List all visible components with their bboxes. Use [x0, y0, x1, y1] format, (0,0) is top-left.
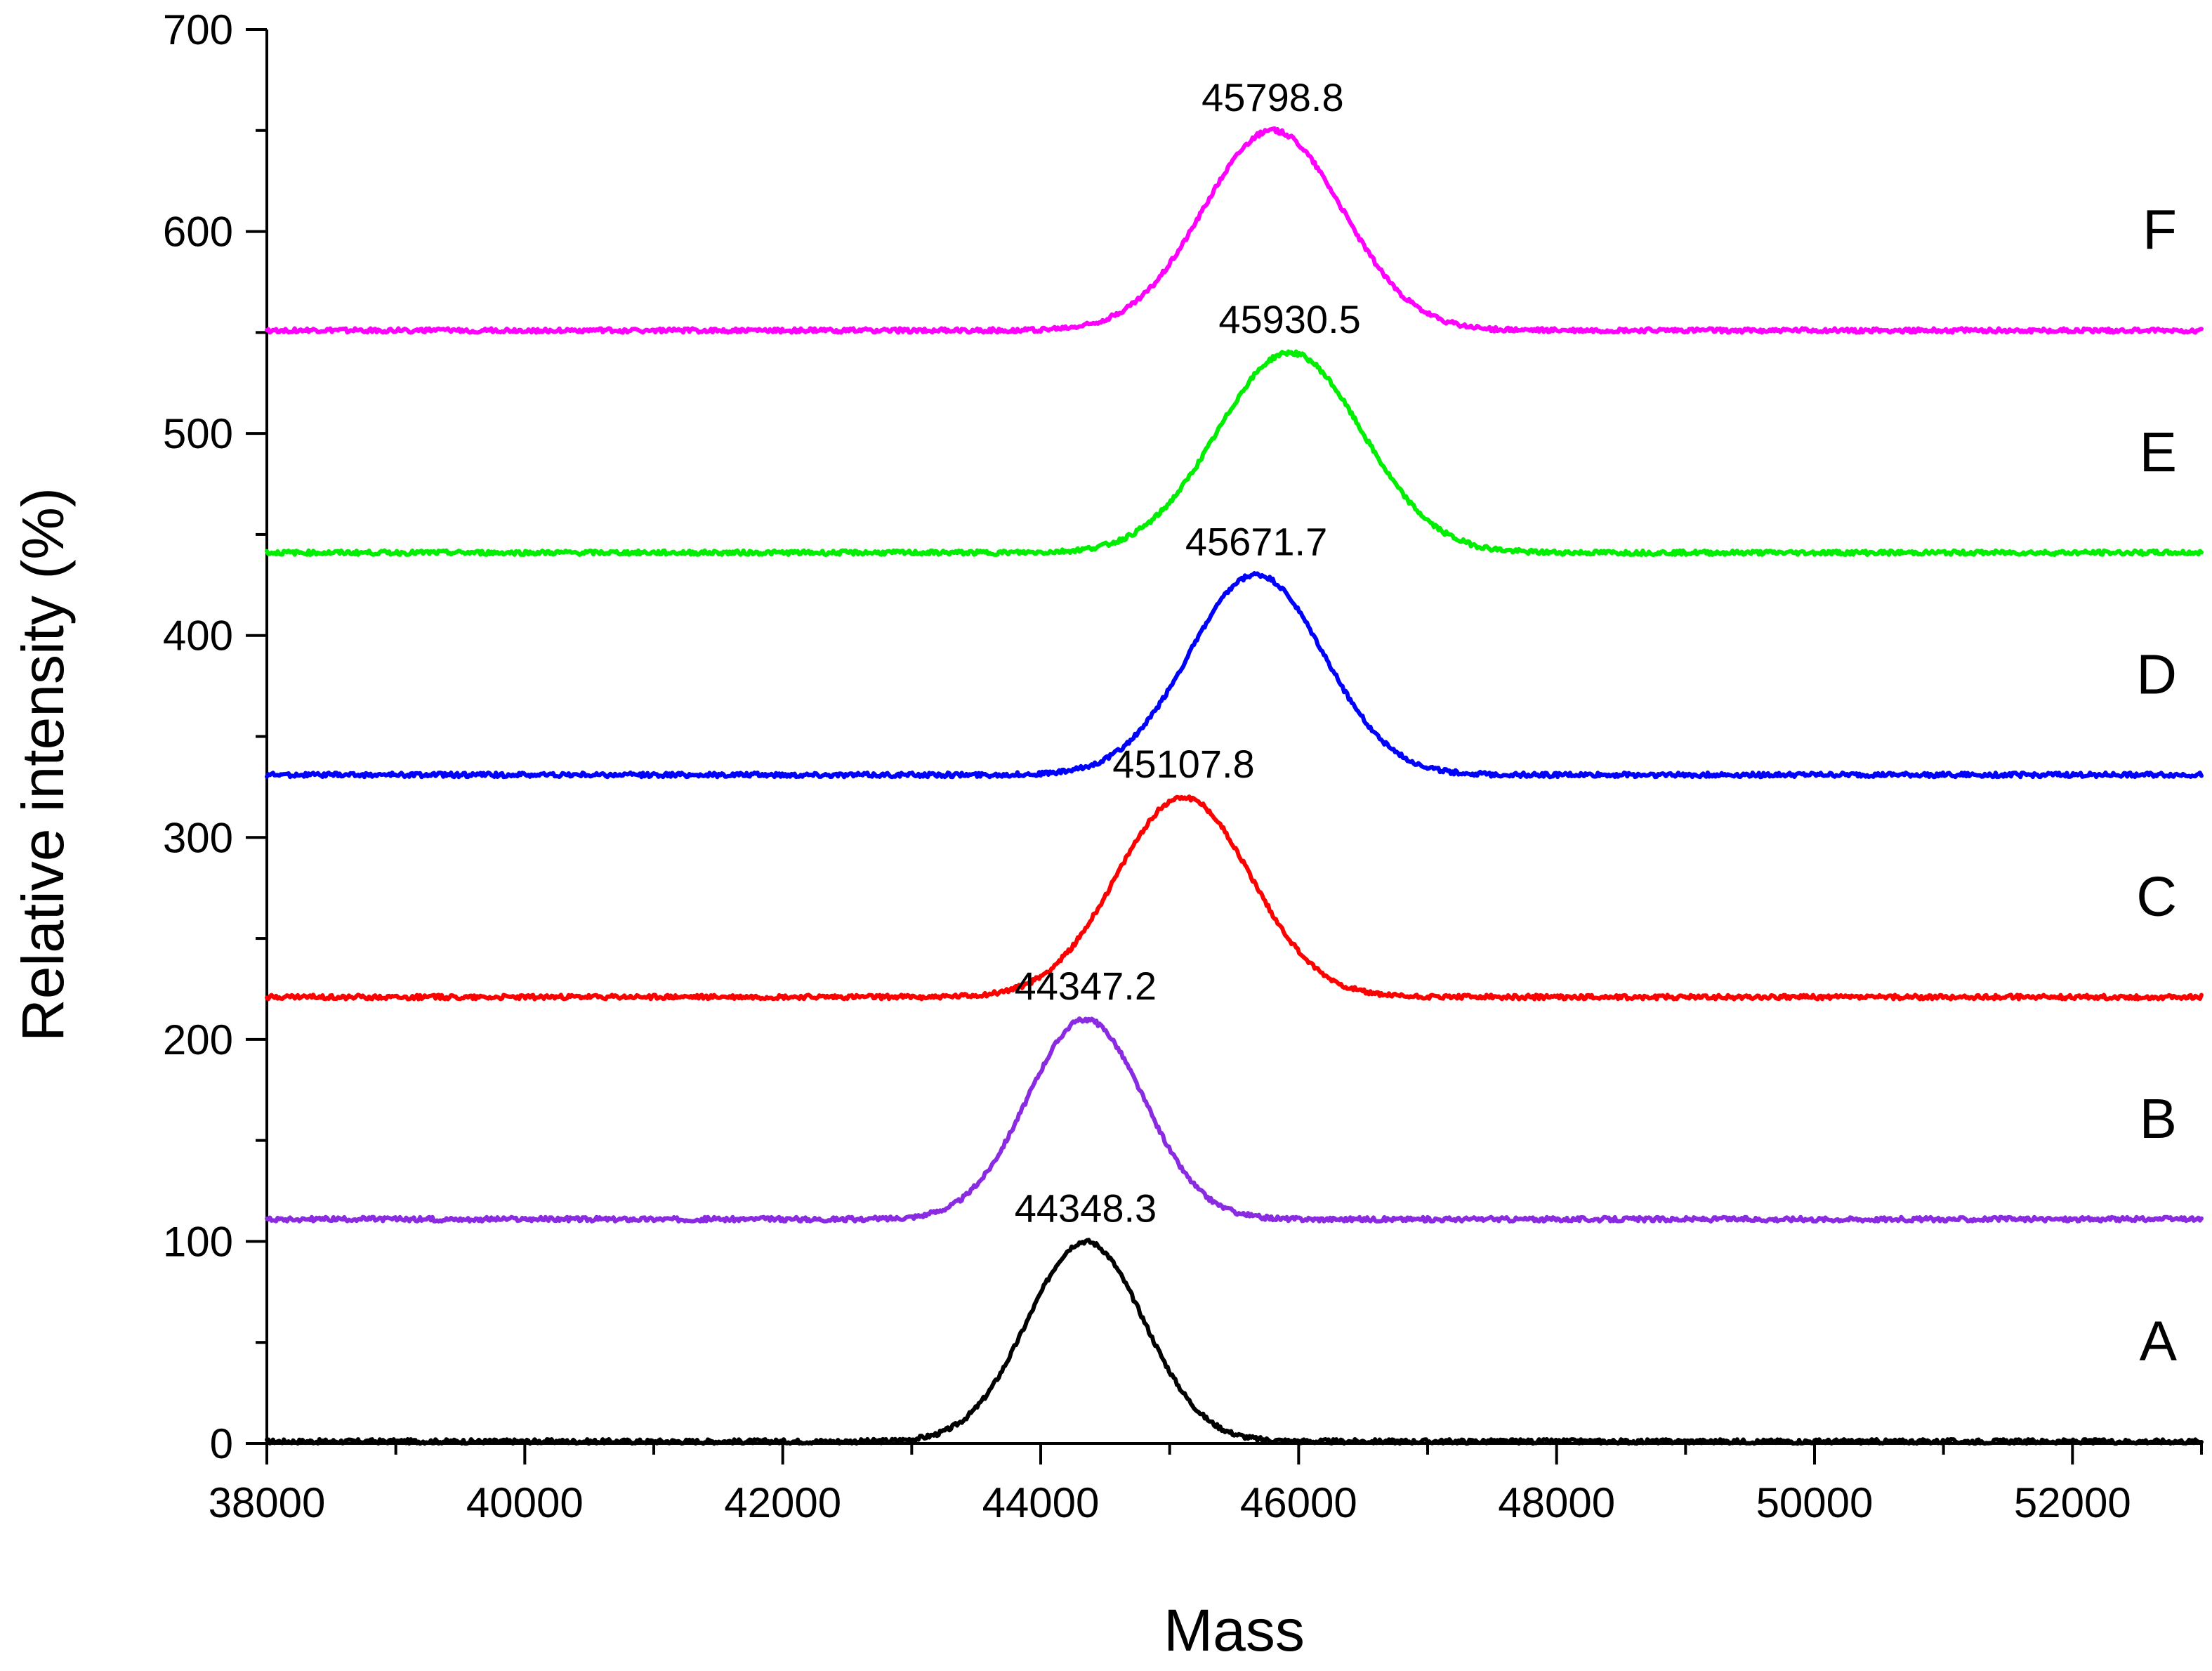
x-tick-label: 42000	[724, 1479, 841, 1526]
peak-label-d: 45671.7	[1185, 519, 1327, 563]
trace-letter-d: D	[2136, 643, 2177, 705]
peak-label-f: 45798.8	[1202, 75, 1343, 119]
y-tick-label: 200	[163, 1016, 233, 1063]
x-tick-label: 46000	[1240, 1479, 1357, 1526]
trace-letter-e: E	[2140, 421, 2177, 483]
x-tick-label: 52000	[2014, 1479, 2131, 1526]
y-axis-label: Relative intensity (%)	[10, 487, 76, 1042]
peak-label-a: 44348.3	[1015, 1186, 1157, 1230]
x-tick-label: 40000	[466, 1479, 584, 1526]
y-tick-label: 400	[163, 612, 233, 660]
spectrum-trace-a	[267, 1240, 2201, 1443]
trace-letter-b: B	[2140, 1087, 2177, 1150]
x-axis-label: Mass	[1164, 1597, 1305, 1663]
y-tick-label: 500	[163, 410, 233, 457]
y-tick-label: 300	[163, 814, 233, 861]
peak-label-e: 45930.5	[1218, 297, 1360, 341]
trace-letter-c: C	[2136, 865, 2177, 928]
x-tick-label: 44000	[982, 1479, 1100, 1526]
trace-letter-a: A	[2140, 1309, 2178, 1372]
y-tick-label: 0	[210, 1420, 233, 1467]
y-tick-label: 600	[163, 209, 233, 256]
spectrum-trace-b	[267, 1018, 2201, 1221]
y-tick-label: 100	[163, 1218, 233, 1265]
peak-label-c: 45107.8	[1112, 742, 1254, 786]
spectrum-trace-c	[267, 797, 2201, 1000]
x-tick-label: 48000	[1498, 1479, 1615, 1526]
trace-letter-f: F	[2142, 199, 2177, 261]
x-tick-label: 38000	[209, 1479, 326, 1526]
y-tick-label: 700	[163, 6, 233, 53]
x-tick-label: 50000	[1756, 1479, 1874, 1526]
peak-label-b: 44347.2	[1015, 964, 1157, 1008]
